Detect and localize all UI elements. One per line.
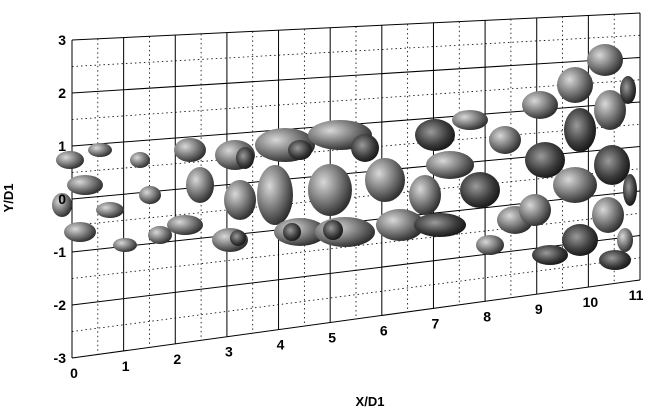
- x-tick-label: 7: [432, 315, 440, 331]
- vortex-rings-early: [167, 138, 256, 252]
- grid-line-horizontal-minor: [71, 257, 641, 332]
- grid-line-horizontal-minor: [71, 123, 641, 173]
- x-tick-label: 9: [535, 301, 543, 317]
- vortex-breakdown: [409, 110, 533, 255]
- grid-line-horizontal-minor: [71, 79, 641, 120]
- y-tick-label: 2: [58, 85, 66, 101]
- y-tick-labels: 3 2 1 0 -1 -2 -3: [54, 32, 67, 366]
- grid-line-horizontal: [71, 57, 641, 94]
- y-tick-label: -3: [54, 350, 67, 366]
- inlet-small-structures: [52, 143, 172, 252]
- y-axis-title: Y/D1: [1, 184, 16, 213]
- x-tick-label: 4: [277, 337, 285, 353]
- x-tick-label: 5: [328, 330, 336, 346]
- vortex-rings-large: [255, 120, 424, 247]
- y-tick-label: 3: [58, 32, 66, 48]
- x-axis-title: X/D1: [356, 394, 385, 409]
- grid-line-horizontal-minor: [71, 212, 641, 279]
- x-tick-label: 1: [122, 358, 130, 374]
- x-tick-label: 10: [583, 294, 599, 310]
- turbulent-wake: [519, 44, 637, 270]
- grid-line-horizontal-minor: [71, 168, 641, 226]
- vortex-structures: [52, 44, 637, 270]
- x-tick-label: 8: [483, 308, 491, 324]
- y-tick-label: -1: [54, 244, 67, 260]
- y-tick-label: -2: [54, 297, 67, 313]
- grid-line-horizontal-minor: [71, 34, 641, 67]
- grid-line-horizontal: [71, 279, 641, 359]
- y-tick-label: 0: [58, 191, 66, 207]
- x-tick-label: 2: [173, 351, 181, 367]
- x-tick-label: 6: [380, 322, 388, 338]
- y-tick-label: 1: [58, 138, 66, 154]
- x-tick-label: 11: [629, 287, 644, 303]
- x-tick-label: 3: [225, 344, 233, 360]
- grid-line-horizontal: [71, 12, 641, 41]
- x-tick-label: 0: [70, 365, 78, 381]
- x-tick-labels: 0 1 2 3 4 5 6 7 8 9 10 11: [70, 287, 644, 381]
